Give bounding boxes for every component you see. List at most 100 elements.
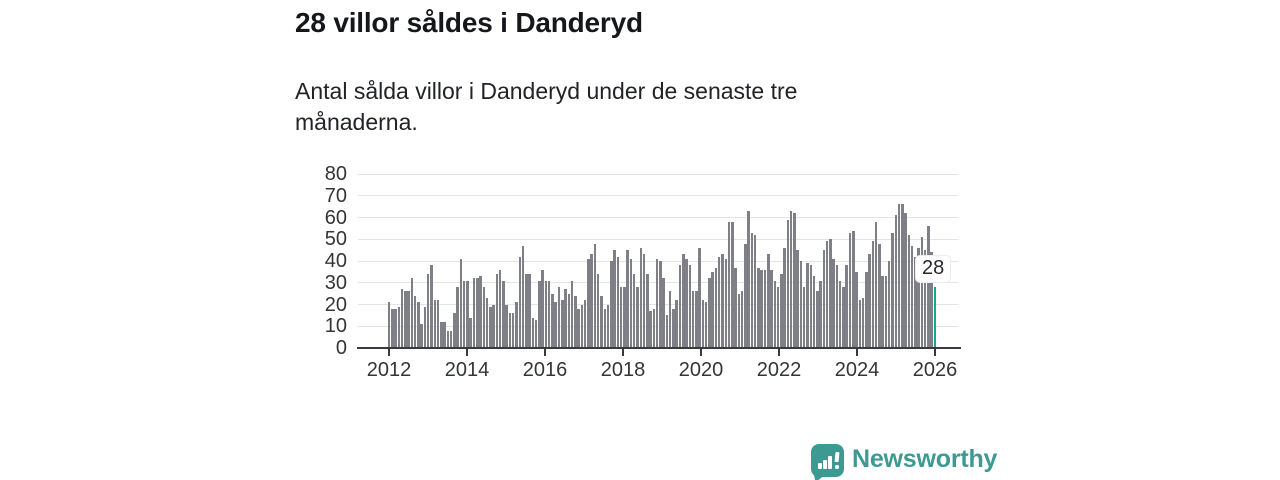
y-axis-label: 30: [324, 271, 347, 294]
y-axis-label: 10: [324, 315, 347, 338]
bar: [466, 280, 469, 348]
brand-name: Newsworthy: [852, 445, 998, 473]
x-axis-tick: [778, 349, 780, 356]
bar: [479, 276, 482, 348]
bar: [930, 252, 933, 348]
value-callout: 28: [915, 255, 952, 283]
x-axis-tick: [466, 349, 468, 356]
bar: [796, 250, 799, 348]
bar: [525, 274, 528, 348]
bar: [613, 250, 616, 348]
bar: [508, 313, 512, 348]
x-axis-label: 2024: [834, 359, 880, 381]
bar: [753, 234, 757, 348]
bar: [476, 278, 479, 348]
bar: [750, 232, 754, 348]
y-axis-label: 60: [324, 206, 347, 229]
bar: [884, 276, 888, 348]
bar: [672, 308, 675, 348]
speech-bubble: [811, 444, 844, 477]
bar: [426, 274, 430, 348]
bar: [868, 254, 871, 348]
x-axis-tick: [934, 349, 936, 356]
bar: [433, 300, 437, 348]
bar: [747, 210, 750, 348]
bar: [727, 221, 731, 348]
bar: [456, 287, 459, 348]
bar: [737, 293, 741, 348]
bar: [708, 278, 711, 348]
x-axis-label: 2026: [912, 359, 958, 381]
bar: [596, 274, 600, 348]
bar: [649, 311, 652, 348]
bar: [616, 256, 620, 348]
bar: [678, 265, 682, 348]
bar: [822, 250, 826, 348]
bar: [417, 302, 420, 348]
bar: [449, 330, 453, 348]
bar: [551, 293, 554, 348]
bar: [887, 261, 891, 348]
bar: [852, 230, 855, 348]
gridline: [358, 195, 958, 197]
bar: [511, 313, 515, 348]
bar: [682, 254, 685, 348]
bar: [485, 297, 489, 348]
bar: [688, 265, 692, 348]
bar: [874, 221, 878, 348]
chart-subtitle: Antal sålda villor i Danderyd under de s…: [295, 78, 798, 135]
bar: [413, 295, 417, 348]
bar: [910, 245, 914, 348]
x-axis-tick: [622, 349, 624, 356]
logo-exclamation-dot: [835, 465, 839, 469]
bar: [518, 256, 522, 348]
bar: [721, 254, 724, 348]
x-axis-tick: [388, 349, 390, 356]
bar: [505, 304, 508, 348]
bar: [531, 317, 535, 348]
bar: [829, 239, 832, 348]
bar: [698, 247, 701, 348]
logo-bar-1: [818, 462, 822, 469]
logo-bar-2: [823, 459, 827, 469]
bar: [587, 258, 590, 348]
y-axis-label: 70: [324, 184, 347, 207]
bar: [881, 276, 884, 348]
bar: [767, 254, 770, 348]
bar: [904, 213, 907, 348]
bar: [773, 280, 777, 348]
bar: [554, 302, 557, 348]
bar: [629, 258, 633, 348]
bar: [632, 274, 636, 348]
bar: [619, 287, 623, 348]
bar: [812, 276, 816, 348]
bar: [691, 291, 695, 348]
y-axis-label: 80: [324, 163, 347, 185]
bar: [528, 274, 531, 348]
bar: [436, 300, 440, 348]
bar: [832, 258, 835, 348]
bar: [685, 258, 688, 348]
bar: [600, 295, 603, 348]
bar: [842, 287, 845, 348]
bar: [489, 306, 492, 348]
bar: [603, 308, 607, 348]
bar: [394, 308, 397, 348]
bar: [668, 291, 672, 348]
bar: [816, 291, 819, 348]
bar: [574, 295, 577, 348]
bar: [397, 306, 401, 348]
bar: [662, 278, 665, 348]
bar: [776, 287, 780, 348]
x-axis-label: 2012: [366, 359, 412, 381]
gridline: [358, 217, 958, 218]
bar: [740, 291, 744, 348]
bar: [802, 287, 806, 348]
bar: [472, 278, 476, 348]
bar: [646, 274, 649, 348]
bar: [838, 280, 842, 348]
bar: [652, 308, 656, 348]
bar: [920, 237, 924, 348]
x-axis-tick: [700, 349, 702, 356]
bar: [914, 256, 917, 348]
